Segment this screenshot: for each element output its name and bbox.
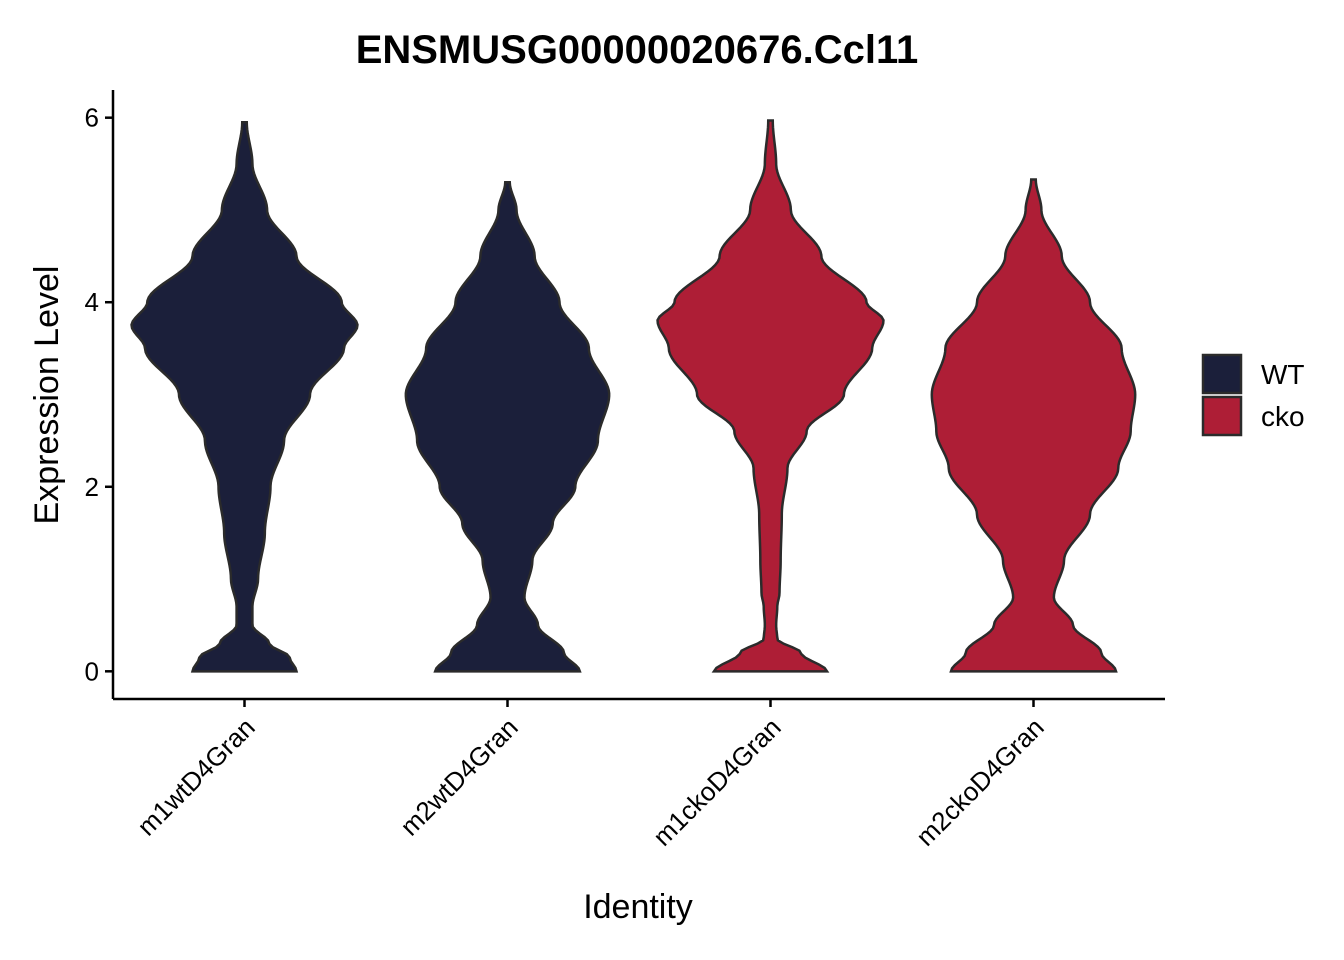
y-tick-label: 4 — [85, 287, 99, 317]
y-axis-ticks: 0 2 4 6 — [85, 103, 113, 686]
x-tick-label: m2wtD4Gran — [394, 712, 524, 842]
legend-key-cko — [1201, 395, 1243, 437]
y-tick-label: 2 — [85, 472, 99, 502]
violin-m1ckoD4Gran — [656, 119, 885, 673]
violin-m1wtD4Gran — [130, 121, 359, 673]
legend-label-cko: cko — [1261, 401, 1305, 432]
violin-m2ckoD4Gran — [930, 178, 1137, 673]
x-tick-label: m2ckoD4Gran — [910, 712, 1050, 852]
violins-layer — [130, 119, 1137, 673]
x-tick-label: m1ckoD4Gran — [647, 712, 787, 852]
violin-m2wtD4Gran — [404, 181, 611, 673]
y-tick-label: 6 — [85, 103, 99, 133]
y-axis-label: Expression Level — [28, 266, 66, 525]
legend: WT cko — [1201, 353, 1305, 437]
y-tick-label: 0 — [85, 656, 99, 686]
legend-label-wt: WT — [1261, 359, 1305, 390]
x-axis-ticks: m1wtD4Gran m2wtD4Gran m1ckoD4Gran m2ckoD4Gr… — [131, 699, 1050, 852]
chart-title: ENSMUSG00000020676.Ccl11 — [356, 28, 919, 72]
legend-key-wt — [1201, 353, 1243, 395]
x-tick-label: m1wtD4Gran — [131, 712, 261, 842]
x-axis-label: Identity — [583, 888, 693, 926]
